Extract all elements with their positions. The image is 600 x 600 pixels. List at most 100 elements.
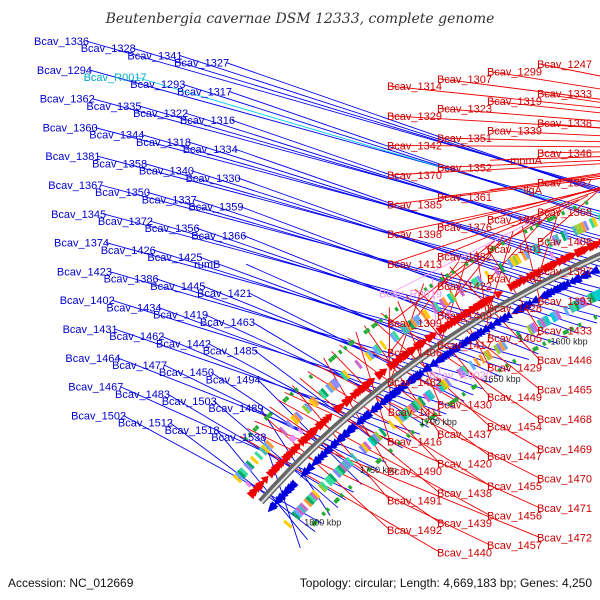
- leader-line: [539, 189, 600, 213]
- forward-gene-arrow: [456, 340, 465, 349]
- gene-label: Bcav_1456: [487, 510, 542, 522]
- inner-marker-tick: [311, 521, 317, 527]
- reverse-gene-arrow: [332, 404, 343, 415]
- gene-label: Bcav_1317: [177, 86, 232, 98]
- leader-line: [539, 93, 600, 103]
- outer-feature-block: [559, 231, 567, 242]
- leader-line: [251, 321, 429, 428]
- gene-label: Bcav_1376: [437, 222, 492, 234]
- gene-label: Bcav_1372: [98, 216, 153, 228]
- leader-line: [166, 393, 347, 501]
- inner-feature-block: [460, 365, 469, 376]
- outer-marker-tick: [469, 258, 475, 264]
- inner-feature-block: [293, 508, 303, 518]
- gene-label: Bcav_1345: [51, 209, 106, 221]
- leader-line: [405, 295, 491, 398]
- leader-line: [389, 163, 600, 176]
- outer-marker-tick: [546, 217, 551, 223]
- leader-line: [389, 221, 532, 294]
- outer-feature-block: [509, 256, 517, 267]
- kbp-tick-label: 1650 kbp: [484, 374, 521, 384]
- reverse-gene-arrow: [265, 467, 277, 479]
- gene-label: Bcav_1416: [387, 436, 442, 448]
- outer-feature-block: [364, 351, 373, 362]
- gene-label: Bcav_1465: [537, 385, 592, 397]
- inner-marker-tick: [497, 367, 502, 373]
- inner-feature-block: [343, 458, 353, 469]
- inner-feature-block: [408, 403, 417, 414]
- kbp-tick-label: 1800 kbp: [304, 518, 341, 528]
- forward-gene-arrow: [481, 324, 491, 333]
- inner-feature-block: [580, 296, 588, 307]
- outer-feature-block: [446, 293, 455, 304]
- pseudo-gene-mark: [288, 436, 295, 443]
- inner-feature-block: [349, 452, 359, 463]
- outer-feature-block: [399, 325, 408, 336]
- inner-marker-tick: [447, 401, 452, 407]
- gene-label: Bcav_1482: [387, 377, 442, 389]
- forward-gene-arrow: [267, 502, 278, 513]
- outer-feature-block: [317, 390, 327, 400]
- outer-feature-block: [457, 286, 466, 297]
- outer-feature-block: [438, 298, 447, 309]
- gene-label: Bcav_1328: [81, 43, 136, 55]
- leader-line: [248, 292, 465, 402]
- inner-marker-tick: [454, 396, 459, 402]
- inner-marker-tick: [512, 358, 517, 364]
- inner-feature-block: [544, 315, 552, 326]
- outer-feature-block: [484, 270, 492, 281]
- forward-gene-arrow: [578, 270, 589, 279]
- forward-gene-arrow: [300, 467, 311, 478]
- leader-line: [269, 406, 441, 524]
- inner-feature-block: [536, 319, 544, 330]
- gene-label: Bcav_1368: [537, 207, 592, 219]
- pseudo-gene-mark: [577, 238, 583, 246]
- inner-feature-block: [401, 408, 410, 419]
- gene-label: Bcav_1337: [142, 194, 197, 206]
- inner-feature-block: [317, 483, 327, 493]
- leader-line: [291, 385, 391, 501]
- inner-feature-block: [332, 468, 342, 479]
- leader-line: [439, 137, 600, 143]
- gene-label: Bcav_1503: [162, 396, 217, 408]
- outer-feature-block: [294, 411, 304, 421]
- leader-line: [231, 119, 600, 248]
- outer-feature-block: [262, 442, 273, 452]
- forward-gene-arrow: [486, 320, 496, 329]
- gene-label: ligA: [524, 185, 543, 197]
- outer-marker-tick: [549, 216, 554, 221]
- outer-feature-block: [292, 413, 302, 423]
- inner-feature-block: [427, 389, 436, 399]
- inner-feature-block: [299, 502, 309, 512]
- gene-label: Bcav_1434: [106, 302, 161, 314]
- outer-marker-tick: [263, 415, 269, 421]
- outer-feature-block: [545, 237, 553, 249]
- pseudo-gene-mark: [486, 285, 492, 293]
- inner-feature-block: [458, 367, 467, 377]
- inner-feature-block: [326, 475, 336, 485]
- outer-feature-block: [420, 310, 429, 321]
- outer-marker-tick: [282, 398, 288, 403]
- gene-label: Bcav_1429: [487, 362, 542, 374]
- pseudo-gene-mark: [290, 434, 297, 441]
- leader-line: [439, 187, 600, 228]
- gene-label: Bcav_1408: [537, 237, 592, 249]
- inner-feature-block: [443, 377, 453, 387]
- reverse-gene-arrow: [385, 362, 396, 371]
- gene-label: Bcav_1489: [208, 403, 263, 415]
- inner-feature-block: [541, 316, 549, 327]
- kbp-tick-label: 1700 kbp: [420, 417, 457, 427]
- outer-marker-tick: [337, 349, 343, 355]
- gene-label: Bcav_1518: [165, 425, 220, 437]
- outer-feature-block: [514, 253, 523, 264]
- leader-line: [439, 160, 600, 169]
- gene-label: Bcav_1401: [487, 244, 542, 256]
- outer-feature-block: [310, 396, 320, 406]
- inner-feature-block: [594, 290, 600, 301]
- reverse-gene-arrow: [541, 264, 554, 274]
- forward-gene-arrow: [329, 440, 338, 450]
- outer-feature-block: [327, 381, 337, 392]
- leader-line: [190, 170, 600, 302]
- outer-marker-tick: [445, 273, 450, 279]
